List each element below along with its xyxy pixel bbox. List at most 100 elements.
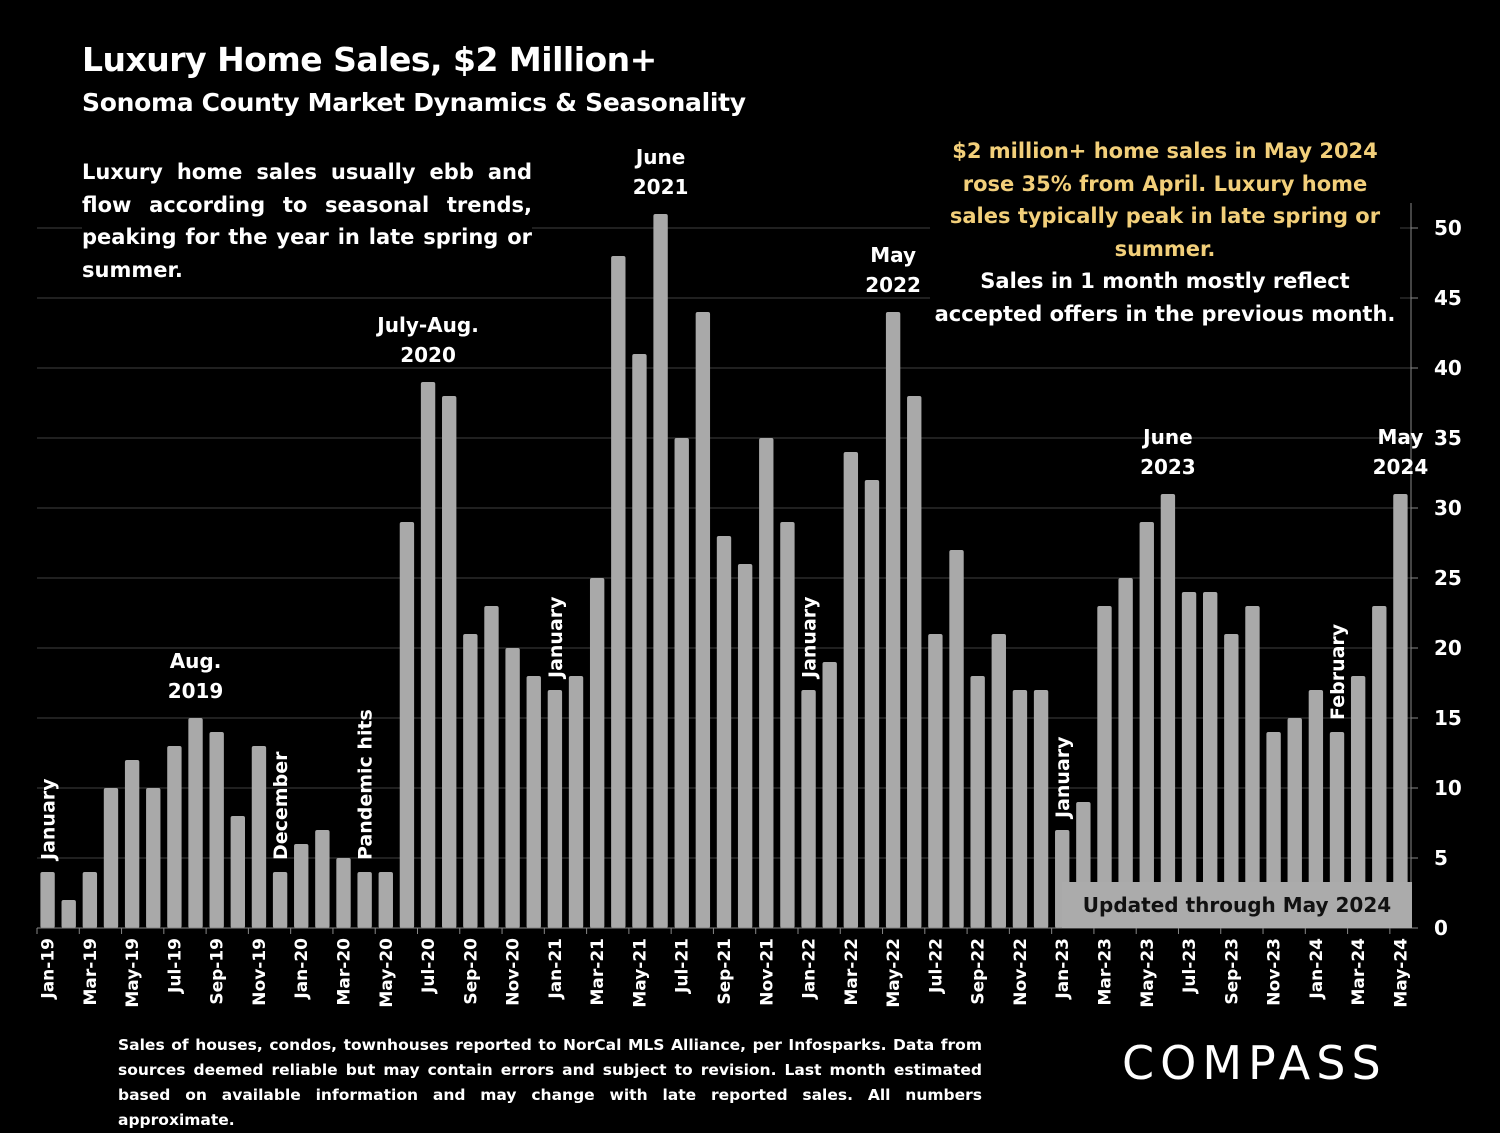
bar [1118, 578, 1133, 928]
x-tick-label: May-24 [1391, 938, 1411, 1008]
x-axis: Jan-19 Mar-19 May-19 Jul-19 Sep-19 Nov-19 Jan-… [36, 928, 1411, 1008]
bar [674, 438, 689, 928]
bar [1097, 606, 1112, 928]
bar [885, 312, 901, 928]
bar [357, 872, 372, 928]
bar [611, 256, 626, 928]
bar [1372, 606, 1387, 928]
bar [1245, 606, 1260, 928]
highlight-note: $2 million+ home sales in May 2024 rose … [930, 135, 1400, 265]
x-tick-label: May-19 [123, 938, 143, 1008]
bar [315, 830, 330, 928]
bar [526, 676, 541, 928]
bar [589, 578, 605, 928]
bars [40, 214, 1408, 928]
annotation-label: 2022 [865, 273, 921, 297]
bar [1287, 718, 1302, 928]
x-tick-label: Jul-21 [673, 938, 693, 994]
y-tick-label: 50 [1434, 216, 1462, 240]
annotation-label: 2019 [168, 679, 224, 703]
bar [484, 606, 499, 928]
x-tick-label: May-20 [377, 938, 397, 1008]
bar [1181, 592, 1197, 928]
bar [1139, 522, 1154, 928]
annotation-label: January [38, 778, 60, 862]
x-tick-label: Nov-23 [1265, 938, 1285, 1006]
annotations: January Aug. 2019 December Pandemic hits July… [38, 145, 1429, 862]
bar [695, 312, 711, 928]
annotation-label: Aug. [170, 649, 222, 673]
offers-note: Sales in 1 month mostly reflect accepted… [930, 265, 1400, 330]
bar [442, 396, 457, 928]
y-axis: 0 5 10 15 20 25 30 35 40 45 50 [37, 203, 1462, 940]
x-tick-label: Sep-23 [1222, 938, 1242, 1005]
bar [780, 522, 795, 928]
chart-subtitle: Sonoma County Market Dynamics & Seasonal… [82, 88, 746, 117]
y-tick-label: 15 [1434, 706, 1462, 730]
x-tick-label: May-22 [884, 938, 904, 1008]
bar [82, 872, 98, 928]
annotation-label: May [870, 243, 916, 267]
bar [928, 634, 943, 928]
annotation-label: July-Aug. [375, 313, 479, 337]
bar [251, 746, 267, 928]
x-tick-label: Jan-21 [546, 938, 566, 1000]
y-tick-label: 0 [1434, 916, 1448, 940]
bar [146, 788, 161, 928]
bar [1012, 690, 1028, 928]
x-tick-label: Nov-20 [504, 938, 524, 1006]
annotation-label: 2023 [1140, 455, 1196, 479]
bar [737, 564, 753, 928]
chart-title: Luxury Home Sales, $2 Million+ [82, 40, 657, 79]
bar [1350, 676, 1366, 928]
x-tick-label: Sep-22 [969, 938, 989, 1005]
bar [1224, 634, 1239, 928]
bar [1033, 690, 1049, 928]
annotation-label: June [1141, 425, 1192, 449]
y-tick-label: 5 [1434, 846, 1448, 870]
x-tick-label: Nov-22 [1011, 938, 1031, 1006]
bar [188, 718, 203, 928]
x-tick-label: Mar-20 [335, 938, 355, 1006]
bar [103, 788, 119, 928]
x-tick-label: Jul-19 [165, 938, 185, 994]
annotation-label: January [799, 596, 821, 680]
updated-through-label: Updated through May 2024 [1062, 882, 1412, 928]
bar [949, 550, 964, 928]
x-tick-label: Jan-20 [292, 938, 312, 1000]
annotation-label: January [1052, 736, 1074, 820]
bar [1202, 592, 1218, 928]
x-tick-label: Mar-21 [588, 938, 608, 1006]
x-tick-label: Mar-24 [1349, 938, 1369, 1006]
bar [272, 872, 288, 928]
x-tick-label: Jan-22 [800, 938, 820, 1000]
y-tick-label: 40 [1434, 356, 1462, 380]
x-tick-label: Jul-22 [926, 938, 946, 994]
y-tick-label: 20 [1434, 636, 1462, 660]
source-footnote: Sales of houses, condos, townhouses repo… [118, 1036, 982, 1129]
y-tick-label: 10 [1434, 776, 1462, 800]
bar [1329, 732, 1345, 928]
x-tick-label: May-21 [630, 938, 650, 1008]
bar [420, 382, 436, 928]
bar [547, 690, 563, 928]
x-tick-label: May-23 [1138, 938, 1158, 1008]
x-tick-label: Nov-21 [757, 938, 777, 1006]
x-tick-label: Jul-20 [419, 938, 439, 994]
bar [124, 760, 140, 928]
x-tick-label: Jan-24 [1307, 938, 1327, 1000]
bar [907, 396, 922, 928]
x-tick-label: Mar-22 [842, 938, 862, 1006]
bar [970, 676, 985, 928]
annotation-label: 2024 [1373, 455, 1429, 479]
bar [505, 648, 520, 928]
seasonality-note: Luxury home sales usually ebb and flow a… [82, 156, 532, 286]
bar [843, 452, 859, 928]
bar [864, 480, 880, 928]
bar [1160, 494, 1176, 928]
bar [991, 634, 1006, 928]
bar [1393, 494, 1408, 928]
bar [294, 844, 309, 928]
annotation-label: 2020 [400, 343, 456, 367]
